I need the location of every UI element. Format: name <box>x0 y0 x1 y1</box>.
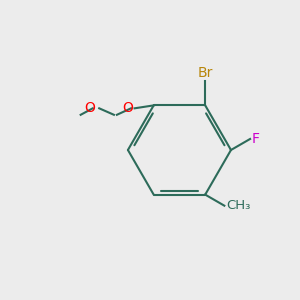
Text: O: O <box>122 101 133 115</box>
Text: O: O <box>84 101 95 115</box>
Text: Br: Br <box>197 66 213 80</box>
Text: CH₃: CH₃ <box>226 199 250 212</box>
Text: F: F <box>252 132 260 146</box>
